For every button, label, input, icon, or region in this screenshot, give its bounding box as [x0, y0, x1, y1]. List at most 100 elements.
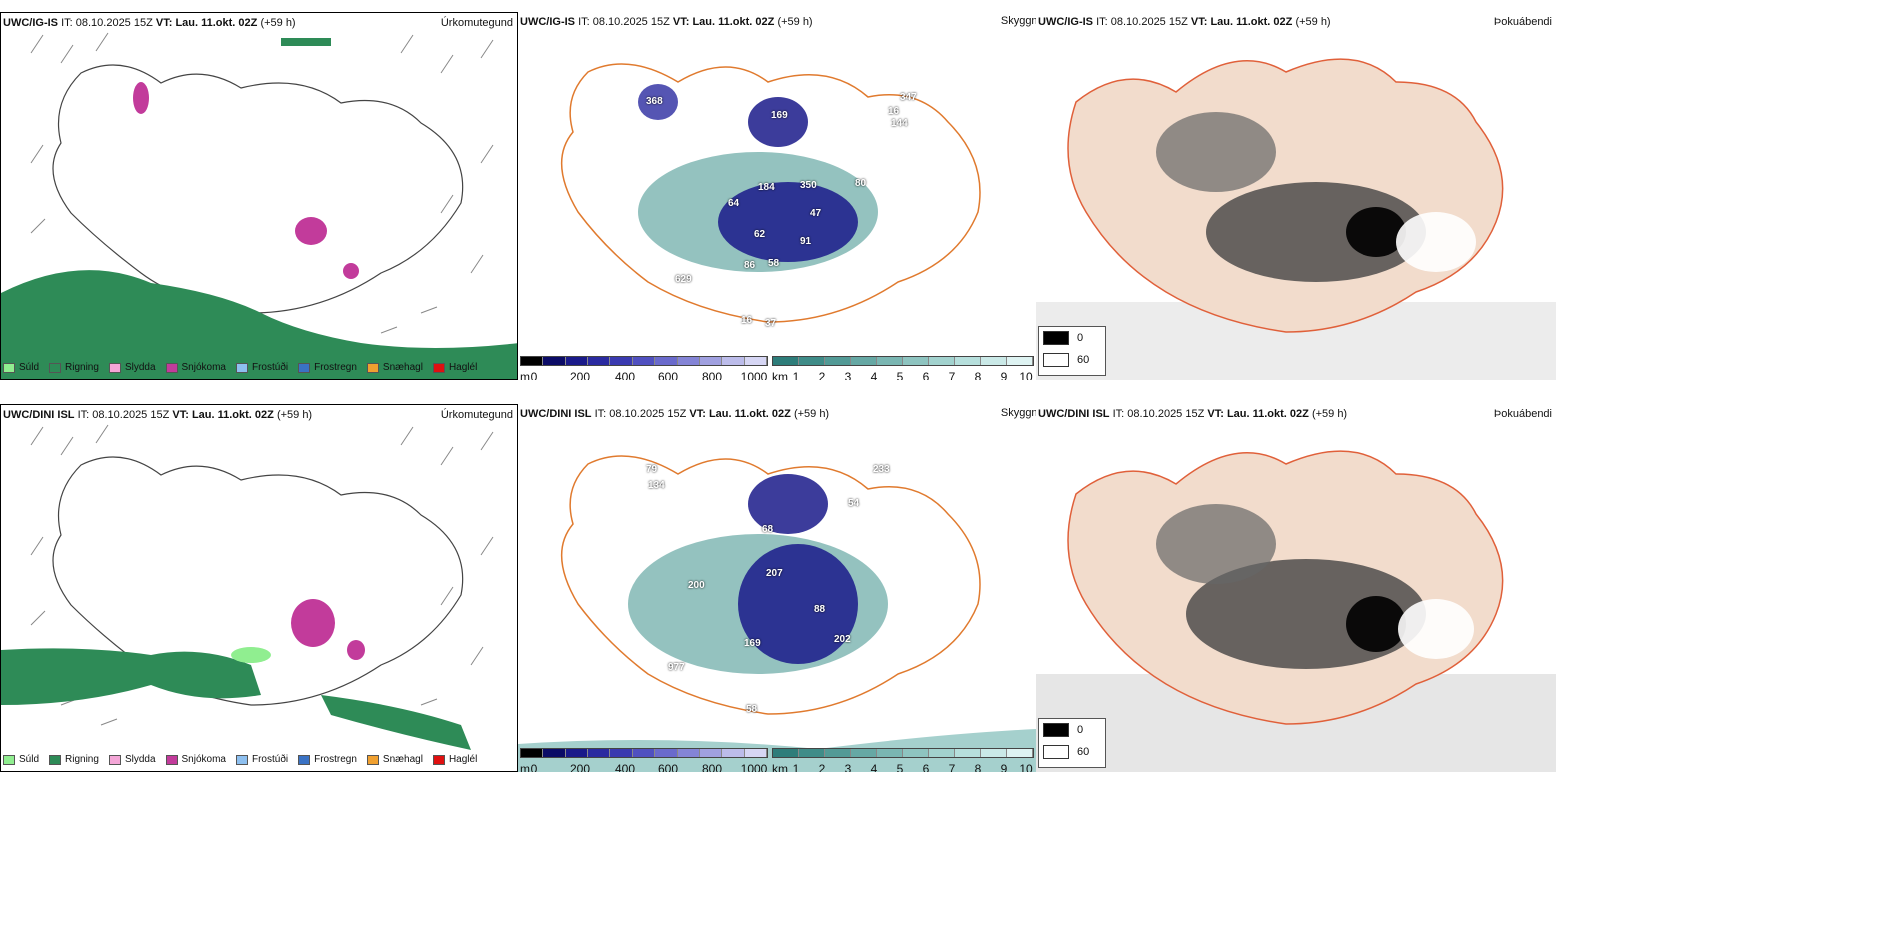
legend-item: Snjókoma: [165, 362, 226, 373]
cloud-base-area-west: [638, 84, 678, 120]
precip-map-bottom: [1, 424, 494, 750]
legend-item: Rigning: [49, 362, 99, 373]
legend-swatch: [108, 362, 121, 373]
iceland-outline: [52, 64, 464, 314]
legend-item: Haglél: [432, 362, 477, 373]
precip-legend: Súld Rigning Slydda Snjókoma Frostúði Fr…: [3, 362, 477, 373]
snow-area: [291, 599, 335, 647]
legend-item: Súld: [3, 362, 39, 373]
snow-area-east: [347, 640, 365, 660]
snow-area-east: [343, 263, 359, 279]
panel-title: Þokuábendi: [1493, 16, 1552, 28]
colorbar-ticks: 0 200 400 600 800 1000: [530, 370, 768, 380]
iceland-outline: [561, 63, 981, 323]
legend-swatch: [366, 754, 379, 765]
colorbar-ticks: 1 2 3 4 5 6 7 8 9 10: [792, 762, 1033, 772]
map-label: 169: [744, 638, 761, 649]
legend-item: Slydda: [108, 754, 156, 765]
visibility-colorbar: km 1 2 3 4 5 6 7 8 9 10: [772, 748, 1034, 772]
map-label: 16: [888, 106, 900, 117]
cloud-base-area-north: [748, 474, 828, 534]
fog-mid-area: [1156, 504, 1276, 584]
panel-header: UWC/DINI ISL IT: 08.10.2025 15Z VT: Lau.…: [520, 408, 830, 420]
legend-swatch: [3, 362, 15, 373]
visibility-map-bottom: [518, 455, 1036, 772]
fog-clear: [1398, 599, 1474, 659]
map-label: 202: [834, 634, 851, 645]
legend-swatch: [3, 754, 15, 765]
fog-clear: [1396, 212, 1476, 272]
map-label: 58: [768, 258, 780, 269]
colorbar-unit: m: [520, 370, 530, 380]
map-label: 91: [800, 236, 812, 247]
map-label: 58: [746, 704, 758, 715]
visibility-panel-top: UWC/IG-IS IT: 08.10.2025 15Z VT: Lau. 11…: [518, 12, 1036, 380]
fog-map-top: [1036, 58, 1556, 380]
snow-area: [295, 217, 327, 245]
map-label: 347: [900, 92, 917, 103]
fog-legend: 0 60: [1038, 718, 1106, 768]
map-label: 144: [891, 118, 908, 129]
precip-map-top: [1, 32, 517, 379]
map-label: 64: [728, 198, 740, 209]
legend-item: Snjókoma: [165, 754, 226, 765]
drizzle-area: [231, 647, 271, 663]
map-label: 134: [648, 480, 665, 491]
map-label: 86: [744, 260, 756, 271]
fog-panel-top: UWC/IG-IS IT: 08.10.2025 15Z VT: Lau. 11…: [1036, 12, 1556, 380]
colorbar-unit: m: [520, 762, 530, 772]
map-label: 16: [741, 315, 753, 326]
cloud-base-colorbar: m 0 200 400 600 800 1000: [520, 356, 770, 380]
legend-item: Slydda: [108, 362, 156, 373]
iceland-outline: [52, 456, 464, 706]
map-label: 88: [814, 604, 826, 615]
panel-header: UWC/IG-IS IT: 08.10.2025 15Z VT: Lau. 11…: [3, 17, 296, 29]
legend-item: Frostregn: [298, 362, 357, 373]
cloud-base-colorbar: m 0 200 400 600 800 1000: [520, 748, 770, 772]
visibility-title-top: Skyggni: [1000, 15, 1040, 27]
legend-swatch: [165, 362, 178, 373]
visibility-map-top: [561, 63, 981, 323]
map-label: 79: [646, 464, 658, 475]
cloud-base-area: [738, 544, 858, 664]
map-label: 207: [766, 568, 783, 579]
cloud-base-area-north: [748, 97, 808, 147]
colorbar-unit: km: [772, 762, 788, 772]
legend-item: Haglél: [432, 754, 477, 765]
legend-item: Frostregn: [298, 754, 357, 765]
map-label: 368: [646, 96, 663, 107]
panel-header: UWC/DINI ISL IT: 08.10.2025 15Z VT: Lau.…: [1038, 408, 1348, 420]
precip-type-panel-top: UWC/IG-IS IT: 08.10.2025 15Z VT: Lau. 11…: [0, 12, 518, 380]
colorbar-ticks: 1 2 3 4 5 6 7 8 9 10: [792, 370, 1033, 380]
map-label: 350: [800, 180, 817, 191]
fog-mid-area: [1156, 112, 1276, 192]
visibility-panel-bottom: UWC/DINI ISL IT: 08.10.2025 15Z VT: Lau.…: [518, 404, 1036, 772]
legend-swatch: [235, 754, 248, 765]
rain-area: [1, 648, 261, 705]
wind-barbs: [30, 424, 494, 726]
colorbar-swatches: [520, 356, 768, 366]
legend-swatch: [1043, 331, 1069, 345]
snow-area-north: [133, 82, 149, 114]
visibility-title-bottom: Skyggni: [1000, 407, 1040, 419]
legend-swatch: [432, 362, 445, 373]
map-label: 233: [873, 464, 890, 475]
legend-item: Snæhagl: [366, 362, 423, 373]
panel-header: UWC/IG-IS IT: 08.10.2025 15Z VT: Lau. 11…: [520, 16, 813, 28]
map-label: 80: [855, 178, 867, 189]
fog-core: [1346, 207, 1406, 257]
legend-item: Snæhagl: [366, 754, 423, 765]
legend-swatch: [235, 362, 248, 373]
fog-dark-area: [1206, 182, 1426, 282]
legend-swatch: [1043, 745, 1069, 759]
legend-swatch: [49, 362, 62, 373]
rain-area-south: [321, 695, 471, 750]
panel-title: Þokuábendi: [1493, 408, 1552, 420]
map-label: 37: [765, 318, 777, 329]
map-label: 629: [675, 274, 692, 285]
legend-swatch: [432, 754, 445, 765]
map-label: 62: [754, 229, 766, 240]
legend-item: Frostúði: [235, 754, 288, 765]
map-label: 54: [848, 498, 860, 509]
visibility-colorbar: km 1 2 3 4 5 6 7 8 9 10: [772, 356, 1034, 380]
